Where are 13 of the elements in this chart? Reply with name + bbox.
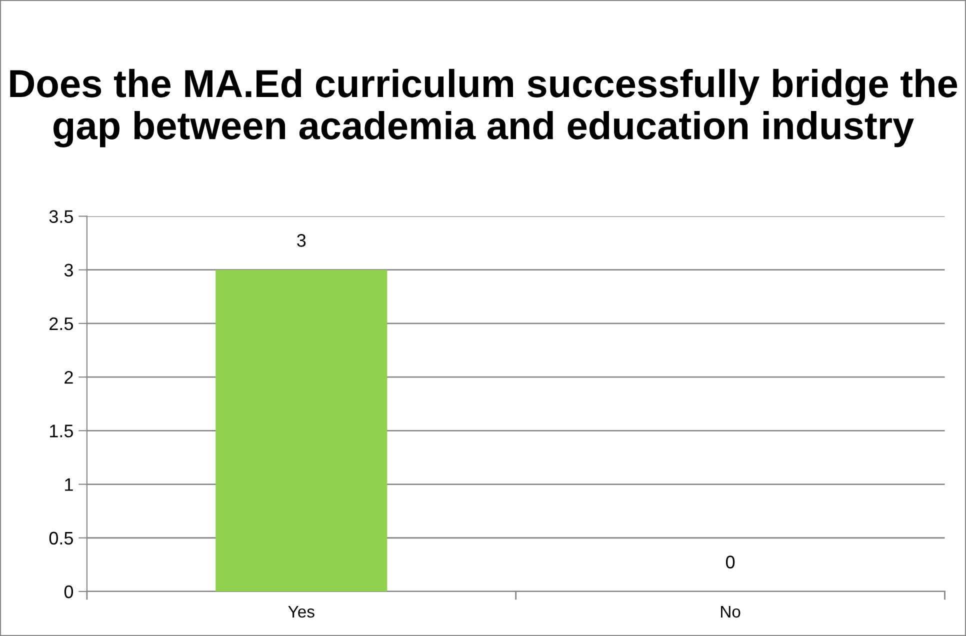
y-tick-label: 3 xyxy=(64,264,73,277)
y-tick-label: 0 xyxy=(64,585,74,598)
data-label: 0 xyxy=(726,556,735,568)
y-tick-label: 1.5 xyxy=(50,424,73,438)
x-tick-label: Yes xyxy=(288,606,314,618)
data-label: 3 xyxy=(297,234,306,247)
y-tick-label: 3.5 xyxy=(49,210,73,223)
y-tick-label: 2 xyxy=(64,370,73,384)
y-tick-label: 1 xyxy=(65,478,73,491)
y-tick-label: 2.5 xyxy=(50,317,73,330)
y-tick-label: 0.5 xyxy=(49,532,73,545)
chart-title: Does the MA.Ed curriculum successfully bridge the gap between academia and education industry xyxy=(10,68,958,148)
x-tick-label: No xyxy=(721,606,740,618)
